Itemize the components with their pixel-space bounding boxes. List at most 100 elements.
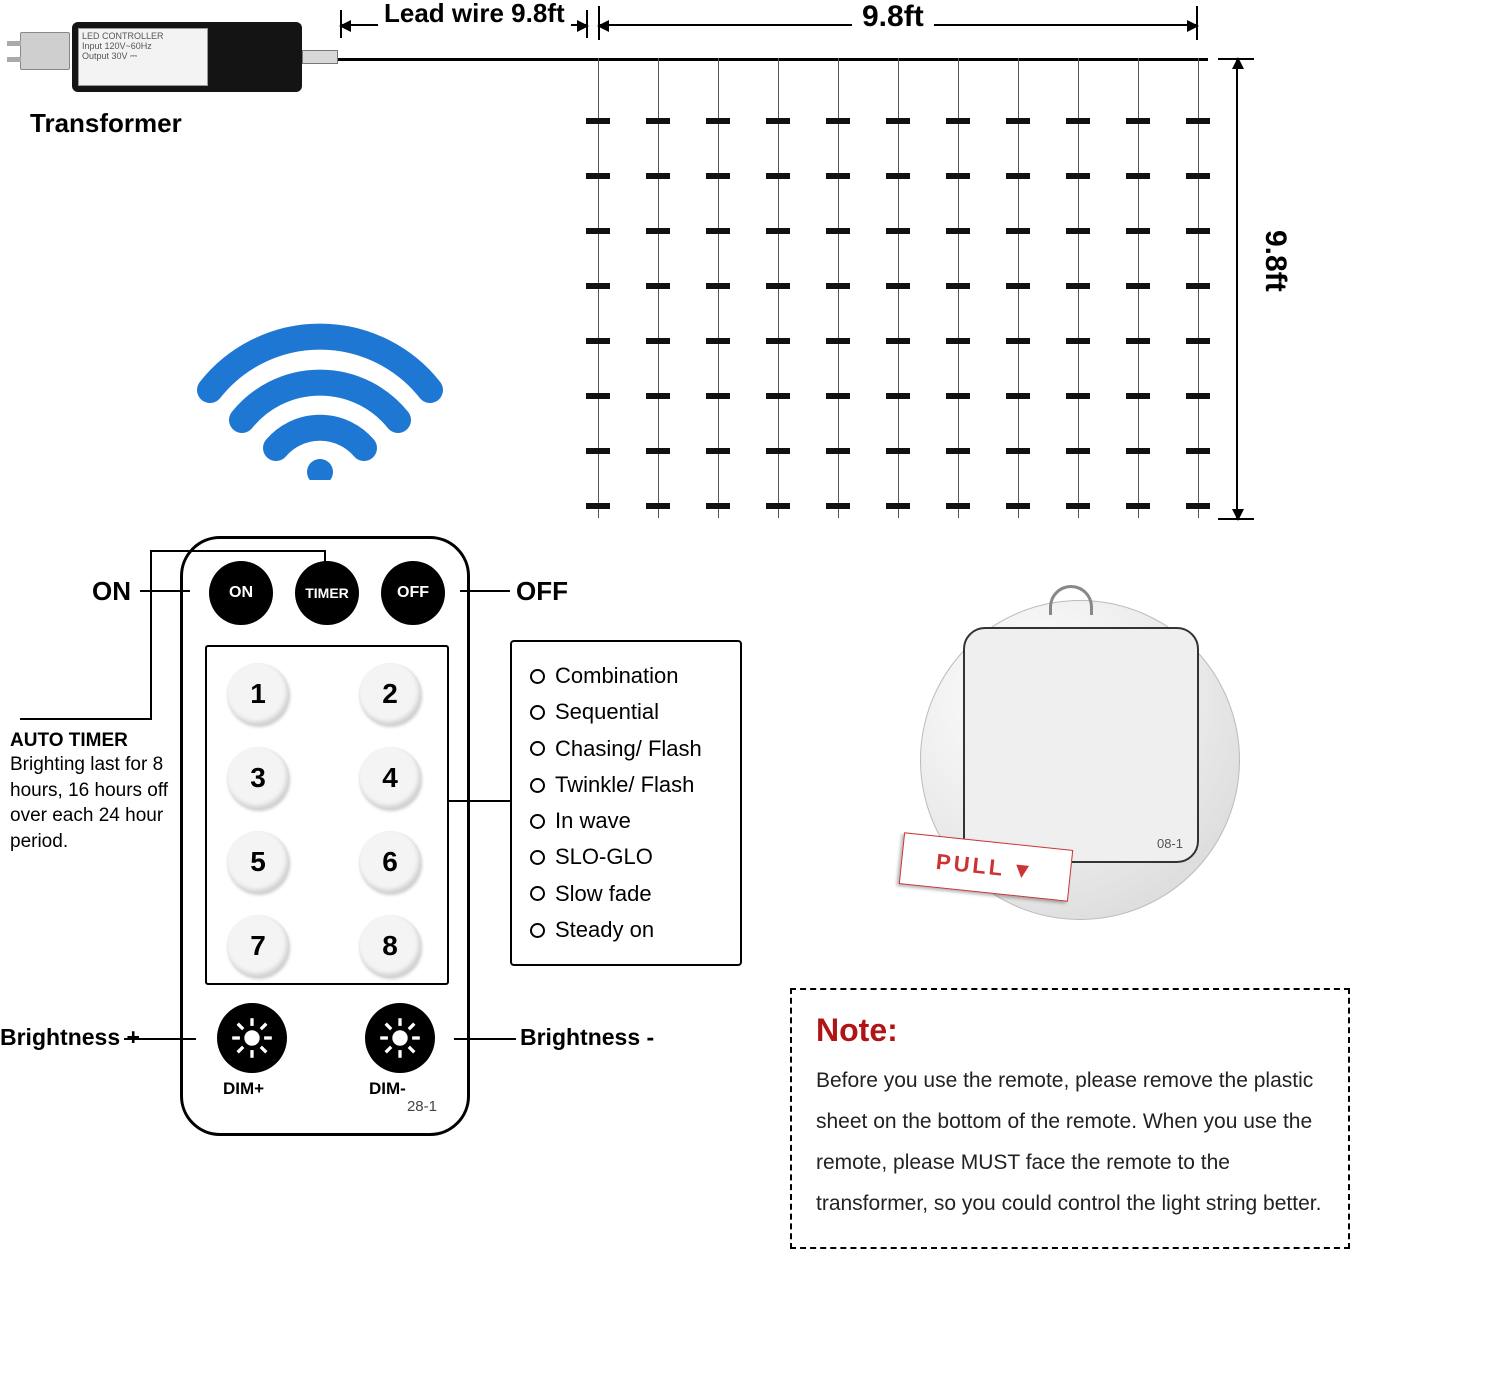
led-icon xyxy=(706,283,730,289)
led-icon xyxy=(1006,228,1030,234)
led-icon xyxy=(1006,503,1030,509)
curtain-strand xyxy=(718,58,719,518)
led-icon xyxy=(826,338,850,344)
led-icon xyxy=(1066,503,1090,509)
led-icon xyxy=(826,448,850,454)
timer-callout: AUTO TIMER Brighting last for 8 hours, 1… xyxy=(10,730,185,855)
dim-minus-label: DIM- xyxy=(369,1079,406,1099)
brightness-plus-icon xyxy=(230,1016,274,1060)
mode-6-button[interactable]: 6 xyxy=(359,831,421,893)
led-icon xyxy=(646,283,670,289)
plug-icon xyxy=(20,32,70,70)
led-icon xyxy=(1006,283,1030,289)
led-icon xyxy=(646,173,670,179)
led-icon xyxy=(1126,283,1150,289)
transformer-sticker: LED CONTROLLERInput 120V~60HzOutput 30V … xyxy=(78,28,208,86)
curtain-width-label: 9.8ft xyxy=(852,0,934,34)
led-icon xyxy=(886,448,910,454)
led-icon xyxy=(946,338,970,344)
mode-1-button[interactable]: 1 xyxy=(227,663,289,725)
led-icon xyxy=(1066,173,1090,179)
dim-minus-button[interactable] xyxy=(365,1003,435,1073)
led-icon xyxy=(826,228,850,234)
mode-item: Slow fade xyxy=(530,876,722,912)
curtain-strand xyxy=(1198,58,1199,518)
curtain-strand xyxy=(838,58,839,518)
timer-button[interactable]: TIMER xyxy=(295,561,359,625)
led-icon xyxy=(706,448,730,454)
mode-5-button[interactable]: 5 xyxy=(227,831,289,893)
led-icon xyxy=(1126,228,1150,234)
on-callout: ON xyxy=(92,576,131,607)
led-icon xyxy=(646,228,670,234)
mode-4-button[interactable]: 4 xyxy=(359,747,421,809)
led-icon xyxy=(1006,393,1030,399)
callout-line xyxy=(140,590,190,592)
lead-wire-dim-label: Lead wire 9.8ft xyxy=(378,0,571,29)
led-icon xyxy=(1126,173,1150,179)
wifi-icon xyxy=(190,280,450,480)
callout-line xyxy=(150,550,324,552)
led-icon xyxy=(1126,338,1150,344)
led-icon xyxy=(1126,503,1150,509)
led-icon xyxy=(826,118,850,124)
led-icon xyxy=(766,338,790,344)
led-icon xyxy=(886,118,910,124)
led-icon xyxy=(886,283,910,289)
led-icon xyxy=(646,338,670,344)
curtain-strand xyxy=(1018,58,1019,518)
mode-item: Combination xyxy=(530,658,722,694)
transformer-icon: LED CONTROLLERInput 120V~60HzOutput 30V … xyxy=(72,22,302,92)
timer-button-label: TIMER xyxy=(305,585,349,601)
led-icon xyxy=(946,173,970,179)
led-icon xyxy=(946,228,970,234)
remote: ON TIMER OFF DIM+ xyxy=(180,536,470,1136)
led-icon xyxy=(946,393,970,399)
led-icon xyxy=(826,283,850,289)
led-icon xyxy=(766,283,790,289)
device-model: 08-1 xyxy=(1157,836,1183,851)
mode-3-button[interactable]: 3 xyxy=(227,747,289,809)
led-icon xyxy=(766,228,790,234)
led-curtain xyxy=(598,58,1198,520)
led-icon xyxy=(886,338,910,344)
led-icon xyxy=(586,118,610,124)
led-icon xyxy=(646,393,670,399)
led-icon xyxy=(946,118,970,124)
led-icon xyxy=(646,118,670,124)
mode-8-button[interactable]: 8 xyxy=(359,915,421,977)
mode-item: Twinkle/ Flash xyxy=(530,767,722,803)
curtain-height-label: 9.8ft xyxy=(1258,230,1292,292)
on-button[interactable]: ON xyxy=(209,561,273,625)
callout-line xyxy=(448,800,510,802)
led-icon xyxy=(1066,393,1090,399)
led-icon xyxy=(946,283,970,289)
dim-plus-button[interactable] xyxy=(217,1003,287,1073)
led-icon xyxy=(886,173,910,179)
led-icon xyxy=(1066,448,1090,454)
lead-wire xyxy=(338,58,588,61)
battery-pull-graphic: 08-1 PULL ▼ xyxy=(920,600,1240,920)
led-icon xyxy=(766,503,790,509)
pull-tab-label: PULL xyxy=(935,849,1007,882)
off-button[interactable]: OFF xyxy=(381,561,445,625)
led-icon xyxy=(766,393,790,399)
led-icon xyxy=(646,503,670,509)
led-icon xyxy=(1066,338,1090,344)
brightness-minus-icon xyxy=(378,1016,422,1060)
led-icon xyxy=(1186,283,1210,289)
led-icon xyxy=(706,173,730,179)
curtain-strand xyxy=(778,58,779,518)
remote-model: 28-1 xyxy=(407,1098,437,1115)
mode-2-button[interactable]: 2 xyxy=(359,663,421,725)
callout-line xyxy=(20,718,152,720)
led-icon xyxy=(946,448,970,454)
led-icon xyxy=(766,173,790,179)
down-arrow-icon: ▼ xyxy=(1010,857,1037,885)
led-icon xyxy=(1066,118,1090,124)
led-icon xyxy=(1006,448,1030,454)
led-icon xyxy=(1186,173,1210,179)
mode-7-button[interactable]: 7 xyxy=(227,915,289,977)
led-icon xyxy=(706,118,730,124)
led-icon xyxy=(1186,503,1210,509)
